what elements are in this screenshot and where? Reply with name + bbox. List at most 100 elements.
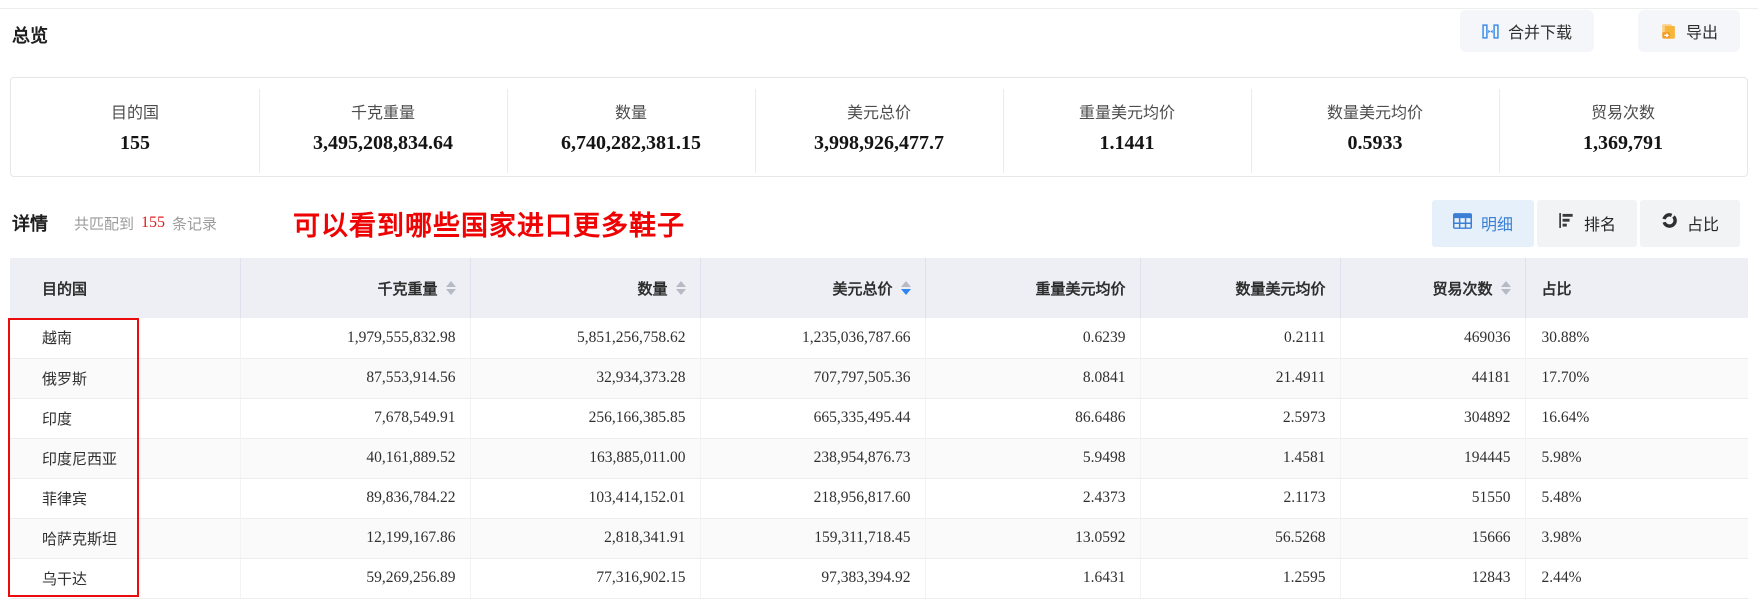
cell-quantity-avg-price: 1.4581	[1140, 438, 1341, 479]
merge-download-button[interactable]: 合并下载	[1459, 10, 1594, 52]
view-tab-share[interactable]: 占比	[1639, 199, 1740, 247]
cell-share: 16.64%	[1525, 398, 1748, 439]
top-divider	[0, 8, 1758, 9]
cell-kg-weight: 7,678,549.91	[240, 398, 471, 439]
summary-card: 目的国 155 千克重量 3,495,208,834.64 数量 6,740,2…	[10, 77, 1748, 177]
stat-quantity: 数量 6,740,282,381.15	[507, 89, 755, 173]
table-row: 菲律宾 89,836,784.22 103,414,152.01 218,956…	[10, 478, 1748, 519]
cell-weight-avg-price: 86.6486	[925, 398, 1141, 439]
cell-weight-avg-price: 2.4373	[925, 478, 1141, 519]
cell-trade-count: 194445	[1340, 438, 1526, 479]
cell-country: 印度	[10, 398, 241, 439]
view-tab-ranking[interactable]: 排名	[1536, 199, 1637, 247]
cell-trade-count: 15666	[1340, 518, 1526, 559]
sort-caret-icon[interactable]	[1500, 281, 1511, 295]
cell-kg-weight: 12,199,167.86	[240, 518, 471, 559]
detail-table: 目的国 千克重量 数量 美元总价	[10, 258, 1748, 599]
col-header-quantity-avg-price: 数量美元均价	[1140, 258, 1341, 318]
cell-trade-count: 12843	[1340, 558, 1526, 599]
stat-kg-weight: 千克重量 3,495,208,834.64	[259, 89, 507, 173]
view-tab-detail-label: 明细	[1480, 217, 1513, 234]
col-header-quantity[interactable]: 数量	[470, 258, 701, 318]
cell-usd-total: 238,954,876.73	[700, 438, 926, 479]
col-header-weight-avg-price: 重量美元均价	[925, 258, 1141, 318]
cell-quantity-avg-price: 1.2595	[1140, 558, 1341, 599]
cell-quantity: 32,934,373.28	[470, 358, 701, 399]
table-row: 越南 1,979,555,832.98 5,851,256,758.62 1,2…	[10, 318, 1748, 359]
table-row: 印度 7,678,549.91 256,166,385.85 665,335,4…	[10, 398, 1748, 439]
table-row: 印度尼西亚 40,161,889.52 163,885,011.00 238,9…	[10, 438, 1748, 479]
match-prefix: 共匹配到	[74, 215, 135, 233]
sort-caret-icon[interactable]	[675, 281, 686, 295]
table-header-row: 目的国 千克重量 数量 美元总价	[10, 258, 1748, 318]
overview-title: 总览	[12, 26, 48, 46]
view-tab-ranking-label: 排名	[1583, 217, 1616, 234]
cell-country: 俄罗斯	[10, 358, 241, 399]
ranking-icon	[1558, 212, 1575, 234]
sort-caret-icon[interactable]	[445, 281, 456, 295]
col-header-trade-count[interactable]: 贸易次数	[1340, 258, 1526, 318]
table-icon	[1452, 212, 1472, 234]
cell-weight-avg-price: 0.6239	[925, 318, 1141, 359]
cell-weight-avg-price: 8.0841	[925, 358, 1141, 399]
match-count: 155	[141, 214, 166, 231]
view-tab-detail[interactable]: 明细	[1431, 199, 1534, 247]
stat-weight-avg-price: 重量美元均价 1.1441	[1003, 89, 1251, 173]
cell-quantity: 256,166,385.85	[470, 398, 701, 439]
view-tab-share-label: 占比	[1686, 217, 1719, 234]
stat-trade-count: 贸易次数 1,369,791	[1499, 89, 1747, 173]
cell-country: 越南	[10, 318, 241, 359]
cell-kg-weight: 87,553,914.56	[240, 358, 471, 399]
red-annotation-text: 可以看到哪些国家进口更多鞋子	[293, 210, 686, 241]
cell-share: 2.44%	[1525, 558, 1748, 599]
cell-usd-total: 159,311,718.45	[700, 518, 926, 559]
merge-download-label: 合并下载	[1507, 25, 1572, 42]
cell-quantity: 2,818,341.91	[470, 518, 701, 559]
cell-quantity: 77,316,902.15	[470, 558, 701, 599]
table-row: 乌干达 59,269,256.89 77,316,902.15 97,383,3…	[10, 558, 1748, 599]
cell-kg-weight: 40,161,889.52	[240, 438, 471, 479]
merge-cells-icon	[1482, 23, 1499, 40]
table-row: 俄罗斯 87,553,914.56 32,934,373.28 707,797,…	[10, 358, 1748, 399]
match-suffix: 条记录	[172, 215, 218, 233]
col-header-usd-total[interactable]: 美元总价	[700, 258, 926, 318]
cell-share: 5.48%	[1525, 478, 1748, 519]
cell-kg-weight: 89,836,784.22	[240, 478, 471, 519]
cell-quantity: 163,885,011.00	[470, 438, 701, 479]
cell-share: 3.98%	[1525, 518, 1748, 559]
cell-country: 乌干达	[10, 558, 241, 599]
cell-share: 5.98%	[1525, 438, 1748, 479]
export-label: 导出	[1685, 25, 1718, 42]
cell-quantity-avg-price: 21.4911	[1140, 358, 1341, 399]
cell-country: 印度尼西亚	[10, 438, 241, 479]
cell-trade-count: 51550	[1340, 478, 1526, 519]
donut-icon	[1661, 212, 1678, 234]
cell-country: 菲律宾	[10, 478, 241, 519]
cell-quantity-avg-price: 2.5973	[1140, 398, 1341, 439]
cell-quantity-avg-price: 0.2111	[1140, 318, 1341, 359]
stat-destination-count: 目的国 155	[110, 105, 159, 154]
sort-caret-icon-active-desc[interactable]	[900, 281, 911, 295]
cell-usd-total: 218,956,817.60	[700, 478, 926, 519]
cell-quantity: 5,851,256,758.62	[470, 318, 701, 359]
detail-bar: 详情 共匹配到 155 条记录 可以看到哪些国家进口更多鞋子 明细	[12, 196, 1740, 250]
cell-trade-count: 469036	[1340, 318, 1526, 359]
detail-title: 详情	[12, 214, 48, 234]
cell-trade-count: 304892	[1340, 398, 1526, 439]
export-button[interactable]: 导出	[1637, 10, 1740, 52]
cell-usd-total: 707,797,505.36	[700, 358, 926, 399]
cell-usd-total: 665,335,495.44	[700, 398, 926, 439]
stat-usd-total: 美元总价 3,998,926,477.7	[755, 89, 1003, 173]
cell-weight-avg-price: 5.9498	[925, 438, 1141, 479]
stat-quantity-avg-price: 数量美元均价 0.5933	[1251, 89, 1499, 173]
cell-weight-avg-price: 13.0592	[925, 518, 1141, 559]
cell-kg-weight: 1,979,555,832.98	[240, 318, 471, 359]
top-actions: 合并下载 导出	[1459, 10, 1740, 52]
cell-quantity-avg-price: 56.5268	[1140, 518, 1341, 559]
cell-quantity: 103,414,152.01	[470, 478, 701, 519]
cell-weight-avg-price: 1.6431	[925, 558, 1141, 599]
col-header-destination: 目的国	[10, 258, 241, 318]
col-header-kg-weight[interactable]: 千克重量	[240, 258, 471, 318]
col-header-share: 占比	[1525, 258, 1748, 318]
